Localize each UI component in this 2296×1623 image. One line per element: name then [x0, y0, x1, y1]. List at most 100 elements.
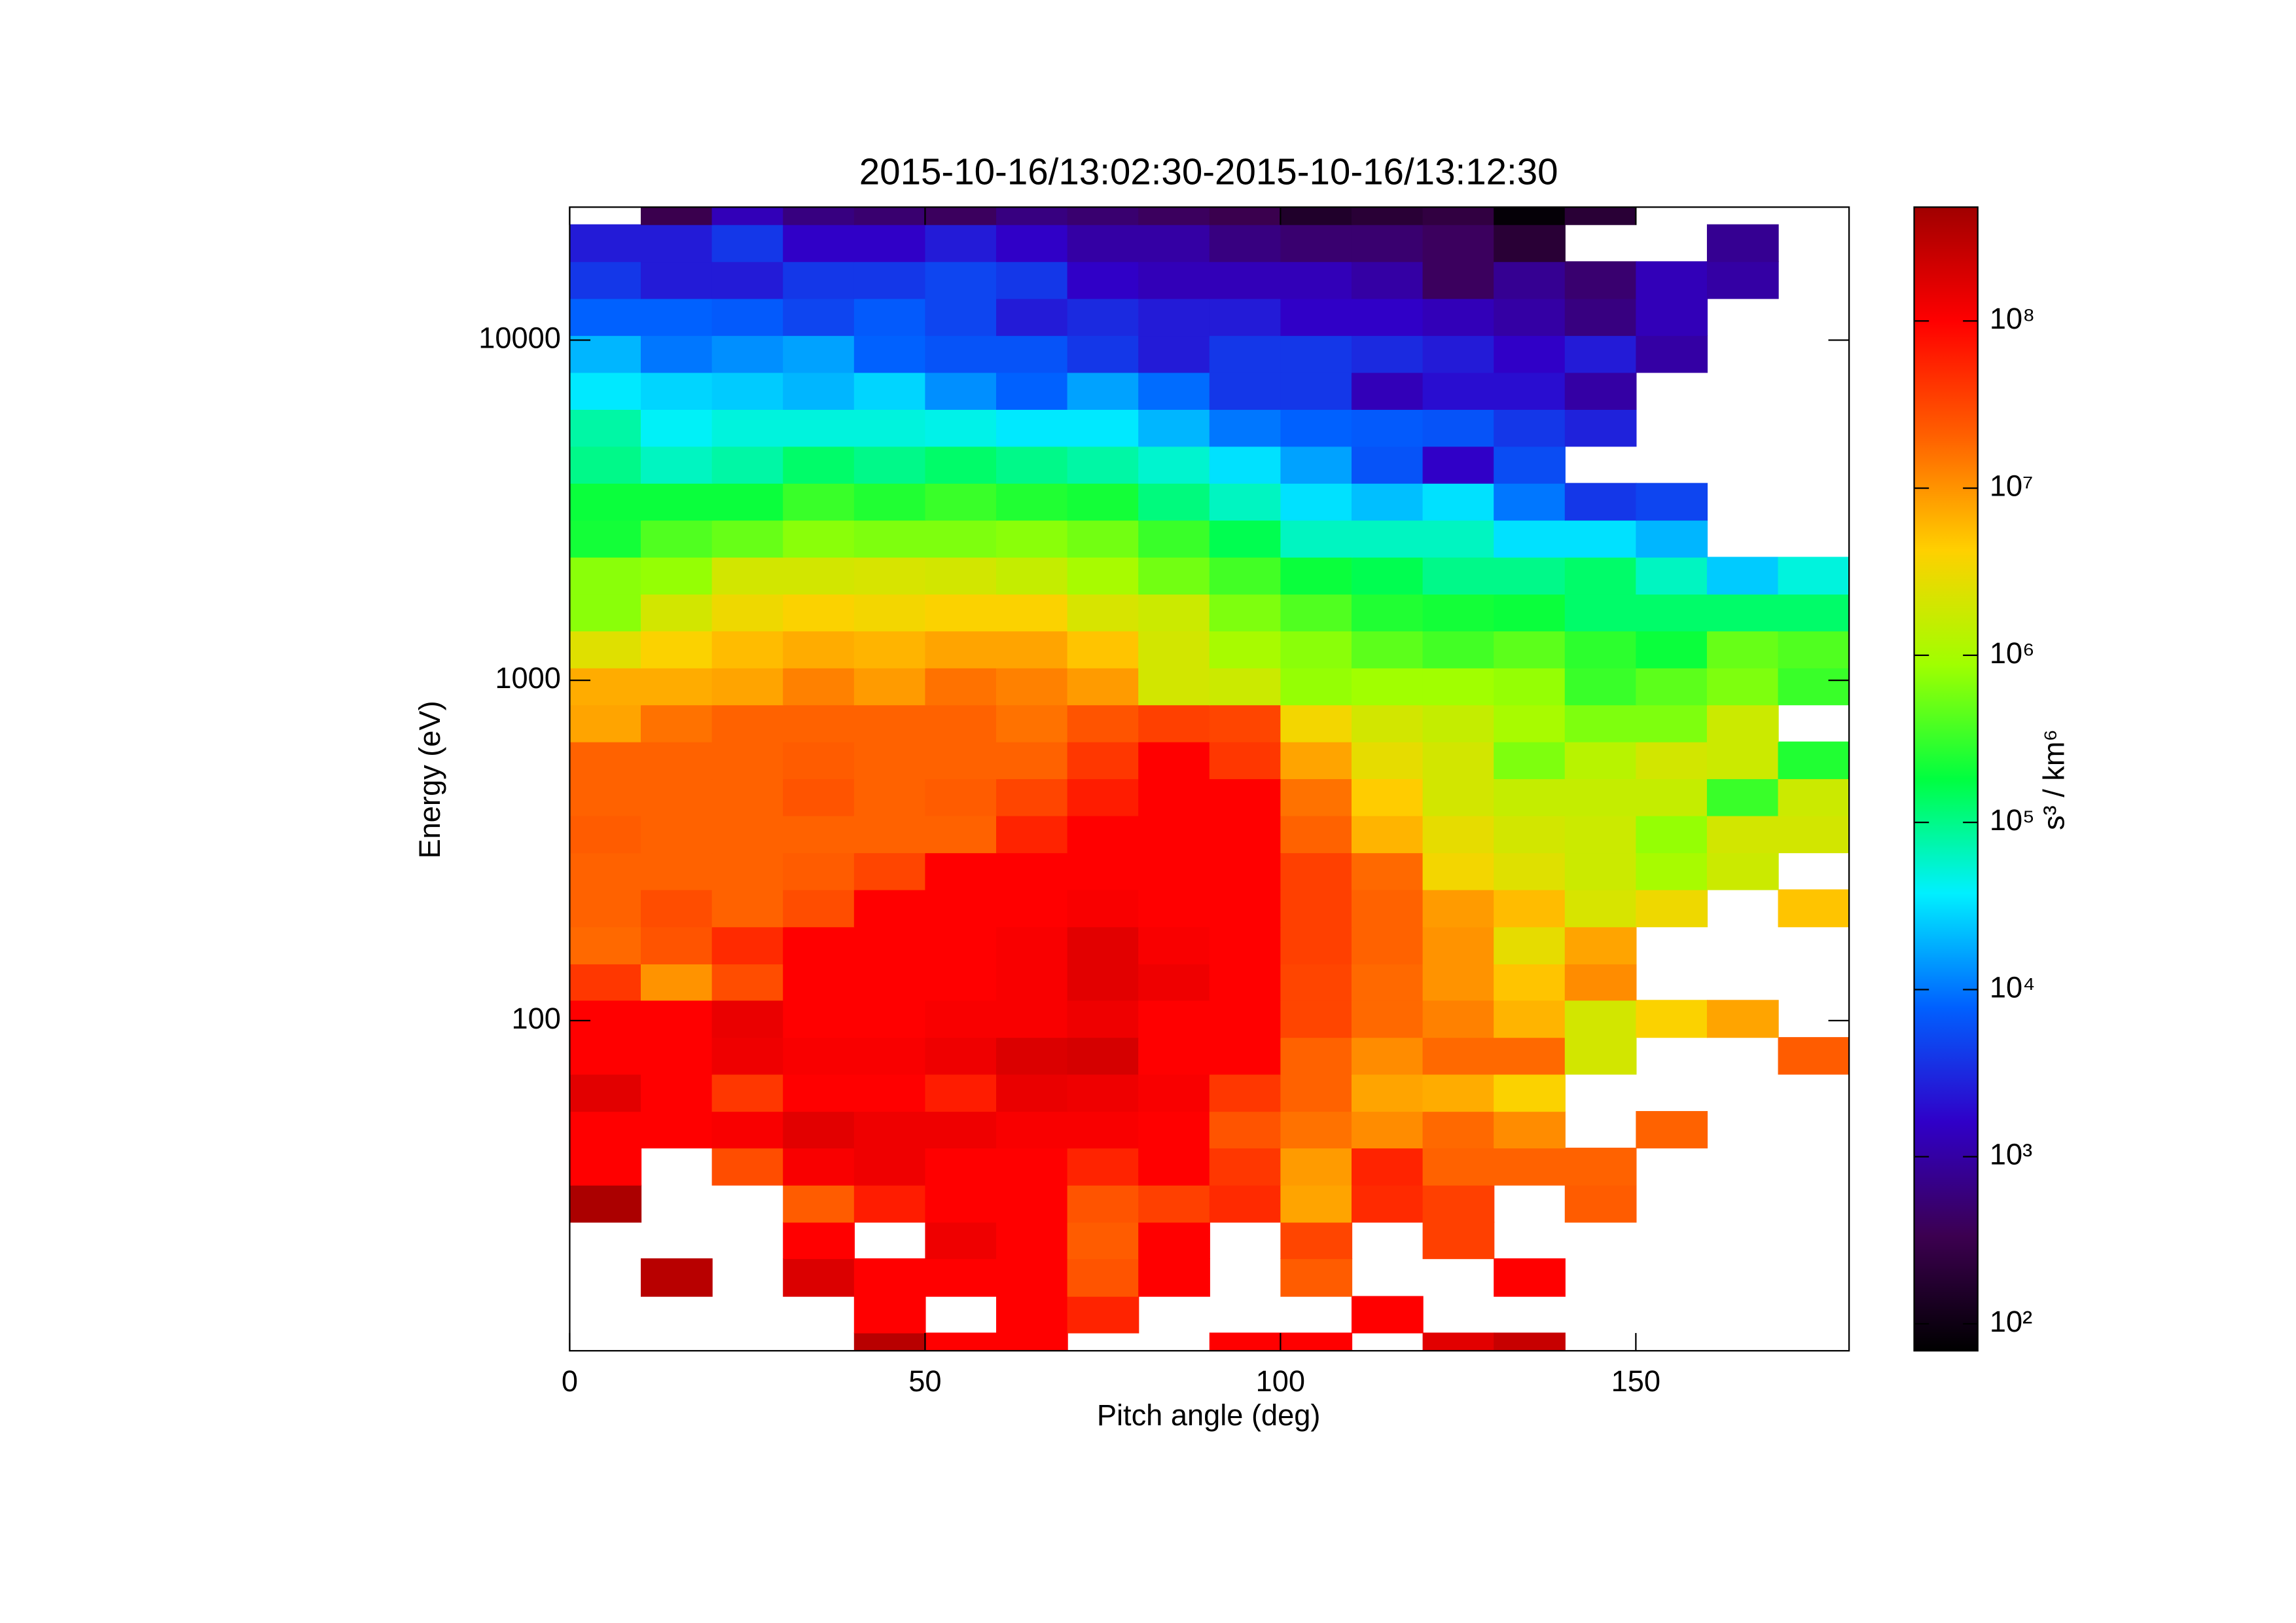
heatmap [569, 207, 1850, 1351]
heatmap-cell [1351, 261, 1424, 299]
heatmap-cell [1706, 667, 1779, 706]
heatmap-cell [925, 926, 997, 965]
heatmap-cell [1351, 704, 1424, 742]
heatmap-cell [1494, 1332, 1566, 1351]
heatmap-cell [641, 1000, 713, 1038]
heatmap-cell [1209, 520, 1282, 558]
heatmap-cell [1138, 1074, 1210, 1112]
heatmap-cell [1636, 778, 1708, 816]
heatmap-cell [853, 704, 926, 742]
heatmap-cell [1209, 372, 1282, 410]
heatmap-cell [569, 1000, 642, 1038]
heatmap-cell [853, 446, 926, 484]
plot-frame [569, 206, 1850, 1352]
heatmap-cell [1422, 667, 1495, 706]
heatmap-cell [853, 224, 926, 263]
heatmap-cell [569, 446, 642, 484]
heatmap-cell [641, 483, 713, 521]
heatmap-cell [1494, 741, 1566, 780]
heatmap-cell [1280, 520, 1353, 558]
heatmap-cell [1706, 852, 1779, 890]
heatmap-cell [1280, 224, 1353, 263]
heatmap-cell [853, 409, 926, 447]
heatmap-cell [1209, 224, 1282, 263]
heatmap-cell [1422, 1147, 1495, 1186]
heatmap-cell [996, 1332, 1068, 1351]
heatmap-cell [1706, 741, 1779, 780]
colorbar-tick-label: 10² [1990, 1305, 2032, 1338]
heatmap-cell [1138, 630, 1210, 668]
x-tick-label: 100 [1256, 1364, 1305, 1398]
heatmap-cell [1494, 1258, 1566, 1297]
heatmap-cell [1280, 1000, 1353, 1038]
heatmap-cell [1138, 1037, 1210, 1075]
heatmap-cell [1280, 852, 1353, 890]
heatmap-cell [1209, 889, 1282, 928]
heatmap-cell [1138, 1184, 1210, 1223]
heatmap-cell [569, 1074, 642, 1112]
y-axis-label: Energy (eV) [413, 701, 446, 858]
heatmap-cell [853, 261, 926, 299]
heatmap-cell [1280, 446, 1353, 484]
heatmap-cell [1067, 1222, 1139, 1260]
heatmap-cell [641, 520, 713, 558]
heatmap-cell [1280, 778, 1353, 816]
heatmap-cell [925, 1000, 997, 1038]
heatmap-cell [1138, 446, 1210, 484]
heatmap-cell [925, 630, 997, 668]
heatmap-cell [996, 778, 1068, 816]
heatmap-cell [569, 1111, 642, 1149]
heatmap-cell [1138, 1147, 1210, 1186]
heatmap-cell [925, 889, 997, 928]
heatmap-cell [1422, 556, 1495, 595]
heatmap-cell [1564, 778, 1637, 816]
heatmap-cell [783, 372, 855, 410]
heatmap-cell [1422, 207, 1495, 225]
heatmap-cell [1564, 207, 1637, 225]
heatmap-cell [711, 1147, 784, 1186]
heatmap-cell [1636, 556, 1708, 595]
heatmap-cell [925, 207, 997, 225]
heatmap-cell [996, 335, 1068, 373]
heatmap-cell [1636, 852, 1708, 890]
chart-title: 2015-10-16/13:02:30-2015-10-16/13:12:30 [859, 151, 1558, 192]
heatmap-cell [641, 372, 713, 410]
heatmap-cell [1494, 335, 1566, 373]
heatmap-cell [1351, 1184, 1424, 1223]
heatmap-cell [853, 594, 926, 632]
heatmap-cell [1564, 926, 1637, 965]
heatmap-cell [1636, 298, 1708, 337]
heatmap-cell [1209, 852, 1282, 890]
heatmap-cell [1351, 594, 1424, 632]
heatmap-cell [1778, 741, 1850, 780]
heatmap-cell [925, 335, 997, 373]
heatmap-cell [1422, 1111, 1495, 1149]
heatmap-cell [1422, 630, 1495, 668]
heatmap-cell [1494, 815, 1566, 854]
heatmap-cell [1209, 556, 1282, 595]
heatmap-cell [569, 372, 642, 410]
heatmap-cell [1778, 667, 1850, 706]
heatmap-cell [1494, 483, 1566, 521]
heatmap-cell [569, 335, 642, 373]
heatmap-cell [996, 483, 1068, 521]
heatmap-cell [925, 372, 997, 410]
heatmap-cell [1564, 594, 1637, 632]
heatmap-cell [641, 556, 713, 595]
heatmap-cell [1067, 1074, 1139, 1112]
heatmap-cell [1209, 815, 1282, 854]
heatmap-cell [925, 261, 997, 299]
heatmap-cell [1564, 335, 1637, 373]
heatmap-cell [641, 889, 713, 928]
heatmap-cell [1494, 778, 1566, 816]
colorbar-tick-label: 10⁵ [1990, 803, 2035, 837]
heatmap-cell [1422, 224, 1495, 263]
heatmap-cell [925, 1258, 997, 1297]
colorbar-label: s³ / km⁶ [2037, 729, 2070, 830]
heatmap-cell [853, 815, 926, 854]
heatmap-cell [1422, 1184, 1495, 1223]
heatmap-cell [853, 1332, 926, 1351]
heatmap-cell [853, 520, 926, 558]
heatmap-cell [711, 778, 784, 816]
heatmap-cell [1351, 852, 1424, 890]
